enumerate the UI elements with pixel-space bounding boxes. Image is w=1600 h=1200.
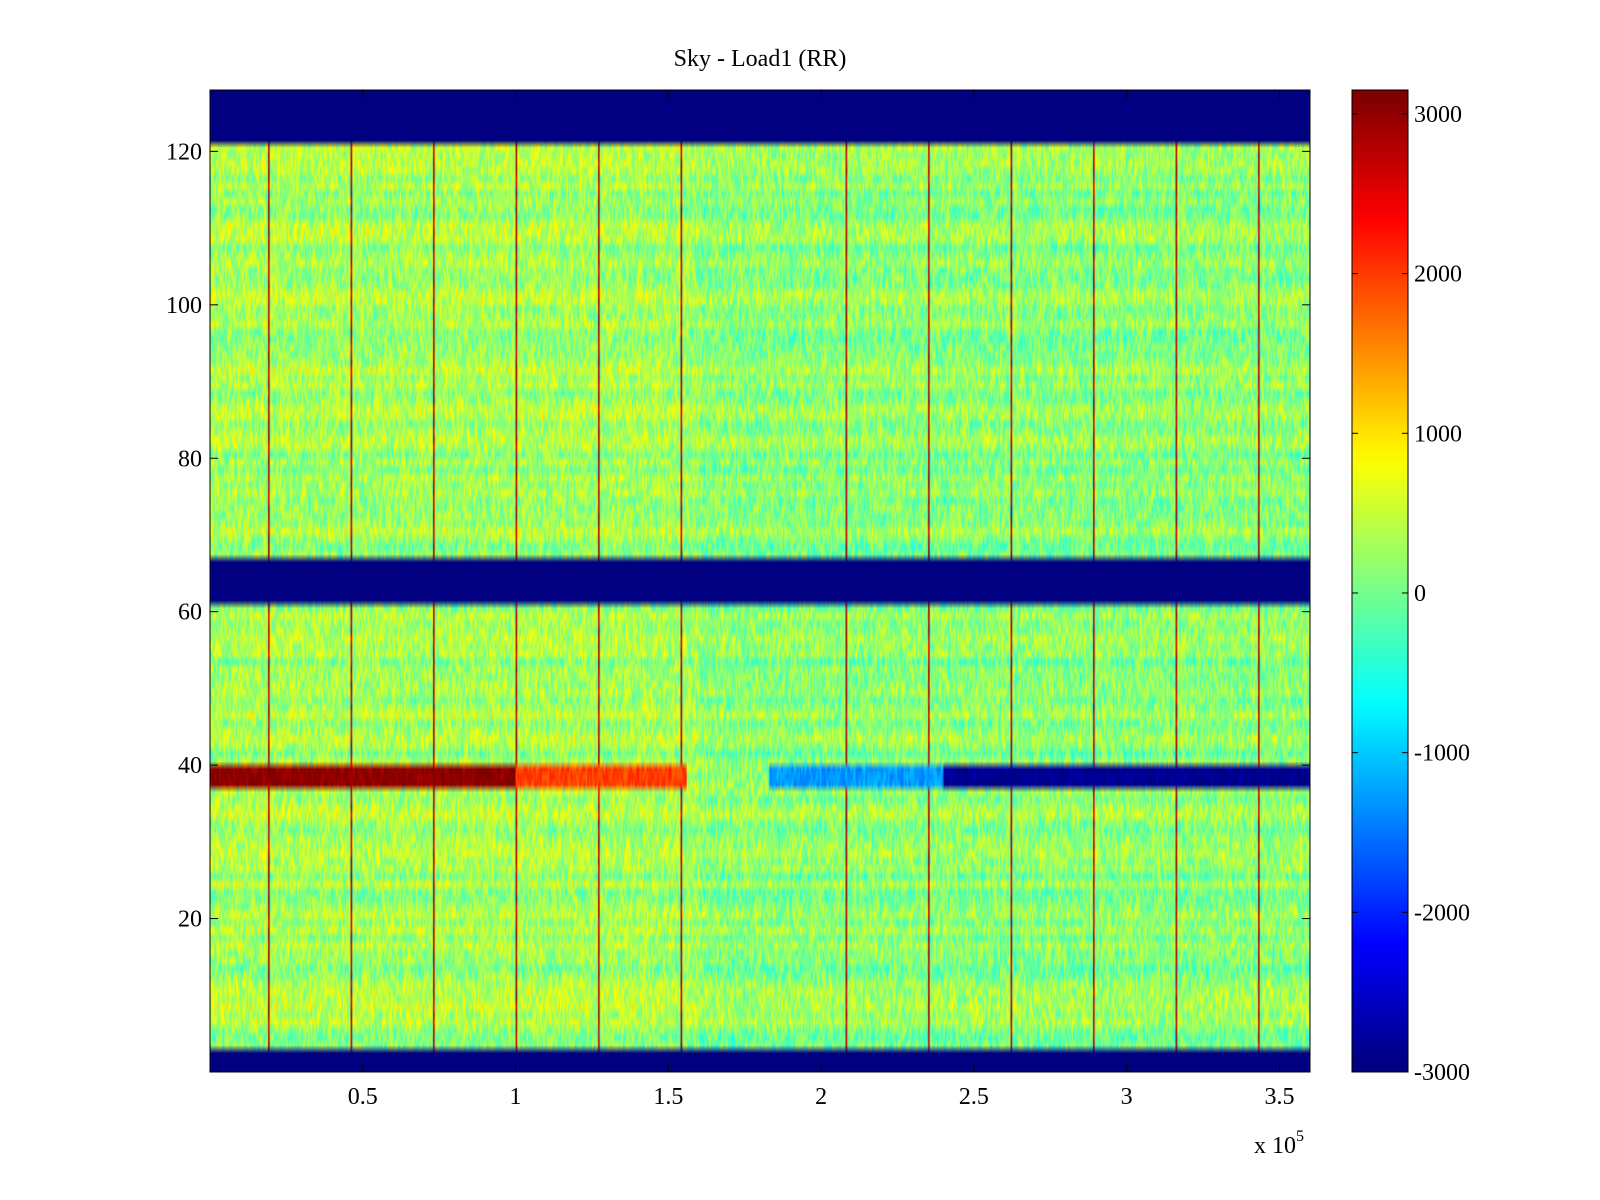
y-axis: 20 40 60 80 100 120 bbox=[166, 139, 1310, 933]
x-tick-label: 3.5 bbox=[1264, 1084, 1294, 1110]
x-tick-label: 2.5 bbox=[959, 1084, 989, 1110]
colorbar-tick-label: 3000 bbox=[1414, 102, 1462, 128]
colorbar-tick-label: -1000 bbox=[1414, 741, 1470, 767]
x-exponent-power: 5 bbox=[1296, 1128, 1304, 1145]
heatmap-image bbox=[210, 90, 1310, 1072]
x-tick-label: 1.5 bbox=[653, 1084, 683, 1110]
x-exponent-label: x 105 bbox=[1254, 1128, 1304, 1159]
colorbar-axis: 3000 2000 1000 0 -1000 -2000 -3000 bbox=[1352, 102, 1470, 1086]
x-exponent-base: x 10 bbox=[1254, 1133, 1296, 1159]
y-tick-label: 100 bbox=[166, 293, 202, 319]
colorbar-gradient bbox=[1352, 90, 1408, 1072]
plot-area bbox=[209, 89, 1311, 1073]
colorbar-tick-label: 0 bbox=[1414, 581, 1426, 607]
colorbar-tick-label: 2000 bbox=[1414, 262, 1462, 288]
x-tick-label: 1 bbox=[510, 1084, 522, 1110]
colorbar-tick-label: 1000 bbox=[1414, 421, 1462, 447]
colorbar: 3000 2000 1000 0 -1000 -2000 -3000 bbox=[1351, 89, 1470, 1086]
y-tick-label: 60 bbox=[178, 600, 202, 626]
colorbar-frame bbox=[1351, 89, 1409, 1073]
colorbar-tick-label: -2000 bbox=[1414, 900, 1470, 926]
y-tick-label: 20 bbox=[178, 907, 202, 933]
y-tick-label: 40 bbox=[178, 753, 202, 779]
x-axis: 0.5 1 1.5 2 2.5 3 3.5 bbox=[348, 90, 1294, 1110]
x-tick-label: 0.5 bbox=[348, 1084, 378, 1110]
y-tick-label: 120 bbox=[166, 139, 202, 165]
colorbar-tick-label: -3000 bbox=[1414, 1060, 1470, 1086]
y-tick-label: 80 bbox=[178, 446, 202, 472]
x-tick-label: 3 bbox=[1121, 1084, 1133, 1110]
chart-title: Sky - Load1 (RR) bbox=[674, 46, 847, 72]
plot-frame bbox=[209, 89, 1311, 1073]
x-tick-label: 2 bbox=[815, 1084, 827, 1110]
